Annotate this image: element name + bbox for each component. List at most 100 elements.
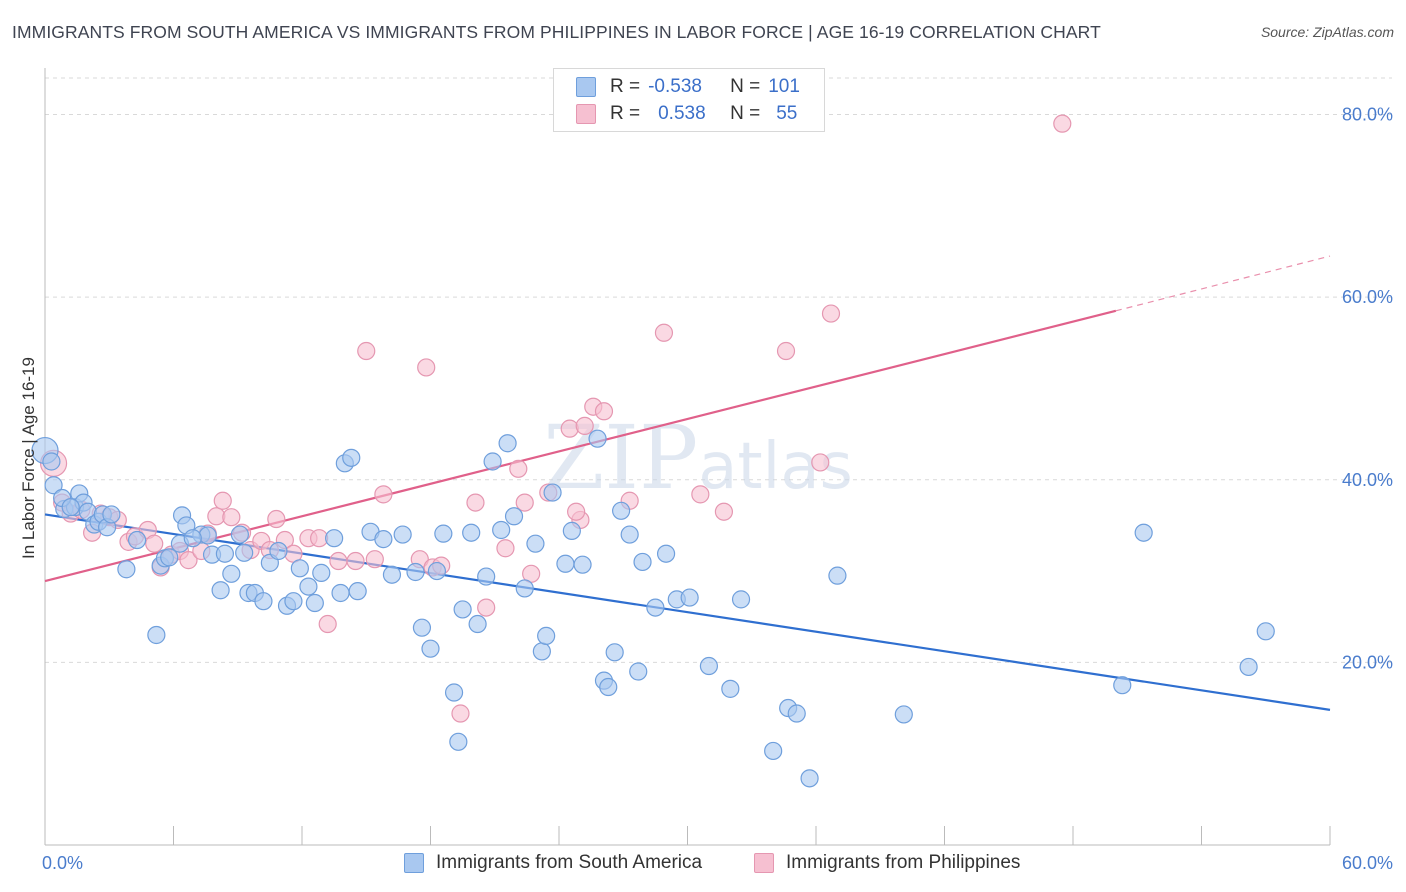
data-point-philippines [213,491,232,510]
data-point-south-america [284,592,303,611]
data-point-south-america [1256,622,1275,641]
points-south-america [31,429,1275,788]
y-axis-label: In Labor Force | Age 16-19 [19,357,38,559]
data-point-philippines [776,341,796,361]
data-point-philippines [417,358,436,377]
data-point-south-america [556,554,575,573]
data-point-south-america [269,541,288,561]
data-point-philippines [179,551,198,570]
data-point-philippines [509,459,528,478]
data-point-philippines [594,402,614,421]
data-point-south-america [721,679,740,698]
x-tick-label: 60.0% [1342,853,1393,873]
legend-r-label: R = [610,103,641,124]
legend-swatch-blue [576,77,596,97]
legend-n-value: 101 [768,76,800,97]
y-tick-label: 80.0% [1342,105,1393,125]
data-point-south-america [468,614,487,634]
data-point-south-america [160,548,179,567]
source-credit: Source: ZipAtlas.com [1260,24,1394,40]
data-point-philippines [811,453,830,472]
data-point-south-america [573,555,592,574]
data-point-south-america [342,448,361,467]
data-point-south-america [434,524,453,543]
legend-r-value: -0.538 [648,76,702,97]
legend-n-label: N = [730,76,761,97]
y-tick-label: 60.0% [1342,287,1393,307]
data-point-south-america [1134,523,1153,542]
data-point-south-america [127,530,147,550]
trend-line-south-america [44,513,1331,711]
chart-title: IMMIGRANTS FROM SOUTH AMERICA VS IMMIGRA… [12,22,1101,42]
data-point-philippines [374,485,393,504]
data-point-south-america [532,642,551,661]
trend-line-philippines [44,309,1117,583]
data-point-south-america [222,564,241,583]
data-point-south-america [800,769,819,788]
data-point-south-america [374,530,393,549]
data-point-south-america [633,552,652,572]
data-point-south-america [198,526,217,545]
data-point-south-america [612,501,631,520]
data-point-south-america [646,598,665,617]
series-legend-label: Immigrants from South America [436,852,703,873]
data-point-south-america [588,429,607,448]
data-point-south-america [427,561,447,581]
data-point-south-america [183,529,202,548]
data-point-south-america [453,600,472,619]
data-point-philippines [318,614,337,634]
data-point-philippines [691,485,710,504]
data-point-south-america [211,581,230,600]
correlation-legend: R = -0.538 N = 101 R = 0.538 N = 55 [553,68,825,132]
legend-row-pink: R = 0.538 N = 55 [576,102,797,126]
data-point-south-america [543,483,562,502]
data-point-south-america [699,656,719,676]
data-point-philippines [357,341,376,361]
data-point-south-america [894,705,913,724]
data-point-south-america [421,639,440,658]
data-point-south-america [787,704,806,723]
data-point-south-america [504,507,524,526]
tick-labels: 80.0% 60.0% 40.0% 20.0% 0.0% 60.0% [42,105,1393,873]
series-legend-item-south-america[interactable]: Immigrants from South America [404,852,702,874]
data-point-south-america [147,625,166,645]
data-point-south-america [764,741,783,761]
data-point-south-america [498,434,517,453]
data-point-south-america [117,560,136,579]
data-point-philippines [222,508,241,527]
data-point-philippines [477,598,496,617]
y-tick-label: 20.0% [1342,652,1393,672]
data-point-philippines [654,323,674,342]
series-legend-item-philippines[interactable]: Immigrants from Philippines [754,852,1020,874]
data-point-south-america [629,662,648,681]
legend-r-label: R = [610,76,641,97]
data-point-south-america [620,525,639,544]
legend-row-blue: R = -0.538 N = 101 [576,75,800,99]
data-point-south-america [230,525,249,544]
data-point-south-america [44,476,63,495]
data-point-south-america [290,559,309,578]
data-point-south-america [483,452,502,471]
legend-n-label: N = [730,103,761,124]
data-point-philippines [346,551,365,571]
trend-line-extension-philippines [1115,255,1331,312]
legend-n-value: 55 [776,103,798,124]
data-point-south-america [449,732,468,751]
legend-swatch-pink [576,104,596,124]
data-point-south-america [605,643,624,662]
data-point-philippines [1053,114,1072,133]
data-point-south-america [42,452,61,471]
series-legend-label: Immigrants from Philippines [786,852,1021,873]
grid-lines [45,77,1392,663]
data-point-south-america [444,683,464,702]
data-point-south-america [515,579,534,598]
data-point-south-america [680,588,699,607]
data-point-south-america [61,498,80,517]
data-point-south-america [299,577,318,596]
data-point-philippines [821,304,841,323]
data-point-philippines [714,502,734,521]
data-point-philippines [560,419,579,438]
data-point-south-america [102,505,121,524]
data-point-south-america [462,523,481,542]
